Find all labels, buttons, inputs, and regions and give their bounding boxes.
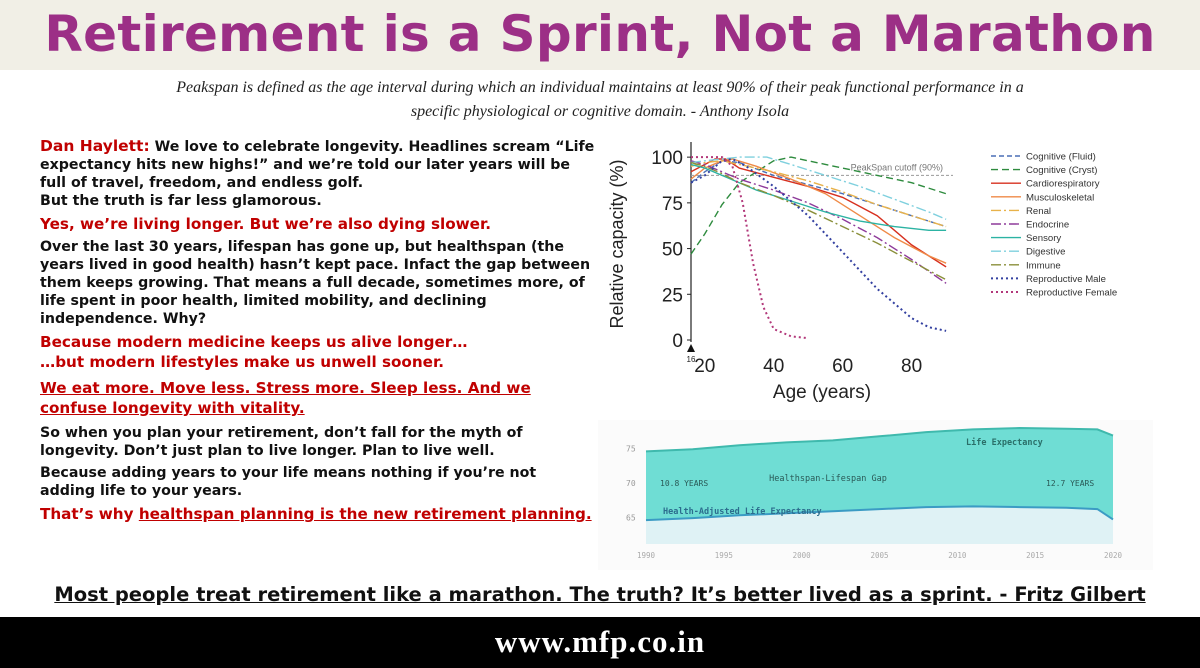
series-line	[690, 157, 947, 332]
x-tick-label: 2010	[948, 551, 967, 560]
gap-label: Healthspan-Lifespan Gap	[769, 474, 887, 484]
series-line	[690, 156, 947, 220]
x-tick-label: 1990	[637, 551, 656, 560]
series-line	[690, 156, 947, 255]
x-tick-label: 40	[763, 356, 784, 377]
peakspan-chart: 0 25 50 75 100 20 40 60 80 Age (years) Relative ca…	[607, 142, 1117, 403]
author-name: Dan Haylett:	[40, 137, 150, 155]
series-line	[691, 156, 809, 340]
legend-label: Endocrine	[1026, 220, 1069, 231]
gap-end-label: 12.7 YEARS	[1046, 479, 1094, 488]
healthspan-gap-chart: 75 70 65 1990 1995 2000 2005 2010 2015 2020 Life E…	[598, 420, 1153, 570]
x-axis-label: Age (years)	[773, 382, 871, 403]
y-tick-label: 75	[626, 445, 636, 454]
intro-paragraph: Dan Haylett: We love to celebrate longev…	[40, 137, 595, 210]
headline-living-longer: Yes, we’re living longer. But we’re also…	[40, 215, 492, 233]
legend-label: Cognitive (Fluid)	[1026, 152, 1096, 163]
series-line	[690, 161, 947, 281]
x-tick-label: 20	[694, 356, 715, 377]
legend-label: Reproductive Female	[1026, 288, 1117, 299]
years-paragraph: Because adding years to your life means …	[40, 465, 537, 499]
y-tick-label: 65	[626, 513, 636, 522]
y-tick-label: 75	[662, 194, 683, 215]
legend-label: Musculoskeletal	[1026, 192, 1094, 203]
series-line	[690, 160, 947, 228]
legend-label: Cognitive (Cryst)	[1026, 165, 1097, 176]
y-tick-label: 25	[662, 285, 683, 306]
page-title: Retirement is a Sprint, Not a Marathon	[44, 5, 1156, 63]
legend-label: Renal	[1026, 206, 1051, 217]
gap-area	[646, 428, 1113, 521]
hale-area	[646, 506, 1113, 544]
legend-label: Immune	[1026, 260, 1061, 271]
headline-medicine: Because modern medicine keeps us alive l…	[40, 333, 468, 351]
quote-line-2: specific physiological or cognitive doma…	[410, 103, 790, 120]
x-tick-label: 1995	[715, 551, 733, 560]
x-tick-label: 2005	[870, 551, 888, 560]
plan-paragraph: So when you plan your retirement, don’t …	[40, 425, 523, 459]
age-marker-label: 16	[687, 355, 696, 364]
life-expectancy-label: Life Expectancy	[966, 437, 1043, 448]
title-banner: Retirement is a Sprint, Not a Marathon	[0, 0, 1200, 70]
peakspan-cutoff-label: PeakSpan cutoff (90%)	[851, 162, 943, 172]
y-tick-label: 50	[662, 240, 683, 261]
hale-label: Health-Adjusted Life Expectancy	[663, 506, 822, 517]
closing-prefix: That’s why	[40, 505, 139, 523]
footer-bar: www.mfp.co.in	[0, 617, 1200, 668]
y-tick-label: 100	[651, 148, 683, 169]
x-tick-label: 80	[901, 356, 922, 377]
x-tick-label: 2015	[1026, 551, 1044, 560]
headline-lifestyles: …but modern lifestyles make us unwell so…	[40, 353, 445, 371]
life-expectancy-line	[645, 426, 1114, 453]
article-body: Dan Haylett: We love to celebrate longev…	[40, 137, 595, 528]
y-tick-label: 0	[672, 331, 683, 352]
gap-start-label: 10.8 YEARS	[660, 479, 708, 488]
series-line	[690, 158, 947, 264]
legend-label: Cardiorespiratory	[1026, 179, 1100, 190]
x-tick-label: 2000	[793, 551, 812, 560]
y-axis-label: Relative capacity (%)	[607, 159, 627, 328]
fritz-gilbert-quote: Most people treat retirement like a mara…	[54, 583, 1146, 606]
quote-line-1: Peakspan is defined as the age interval …	[176, 79, 1024, 96]
legend-label: Digestive	[1026, 247, 1065, 258]
legend-label: Sensory	[1026, 233, 1061, 244]
legend-label: Reproductive Male	[1026, 274, 1106, 285]
x-tick-label: 2020	[1104, 551, 1123, 560]
series-line	[690, 163, 947, 231]
intro-text: We love to celebrate longevity. Headline…	[40, 139, 595, 191]
closing-emphasis: healthspan planning is the new retiremen…	[138, 505, 592, 523]
closing-headline: That’s why healthspan planning is the ne…	[40, 504, 595, 524]
hale-line	[645, 505, 1114, 522]
footer-url[interactable]: www.mfp.co.in	[494, 624, 706, 659]
y-tick-label: 70	[626, 479, 636, 488]
peakspan-quote: Peakspan is defined as the age interval …	[80, 76, 1120, 124]
gap-paragraph: Over the last 30 years, lifespan has gon…	[40, 239, 591, 327]
x-tick-label: 60	[832, 356, 853, 377]
headline-habits: We eat more. Move less. Stress more. Sle…	[40, 379, 531, 417]
age-marker	[687, 344, 695, 352]
intro-text-2: But the truth is far less glamorous.	[40, 193, 322, 209]
